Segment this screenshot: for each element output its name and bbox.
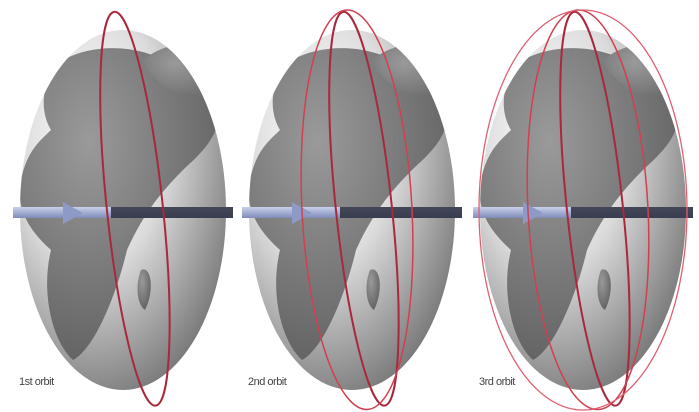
panel-label: 2nd orbit bbox=[248, 376, 287, 388]
globe-panel: 1st orbit bbox=[13, 10, 233, 407]
globe-panel: 2nd orbit bbox=[242, 9, 462, 411]
panel-label: 1st orbit bbox=[19, 376, 54, 388]
globe-panel: 3rd orbit bbox=[473, 9, 693, 411]
panel-label: 3rd orbit bbox=[479, 376, 515, 388]
